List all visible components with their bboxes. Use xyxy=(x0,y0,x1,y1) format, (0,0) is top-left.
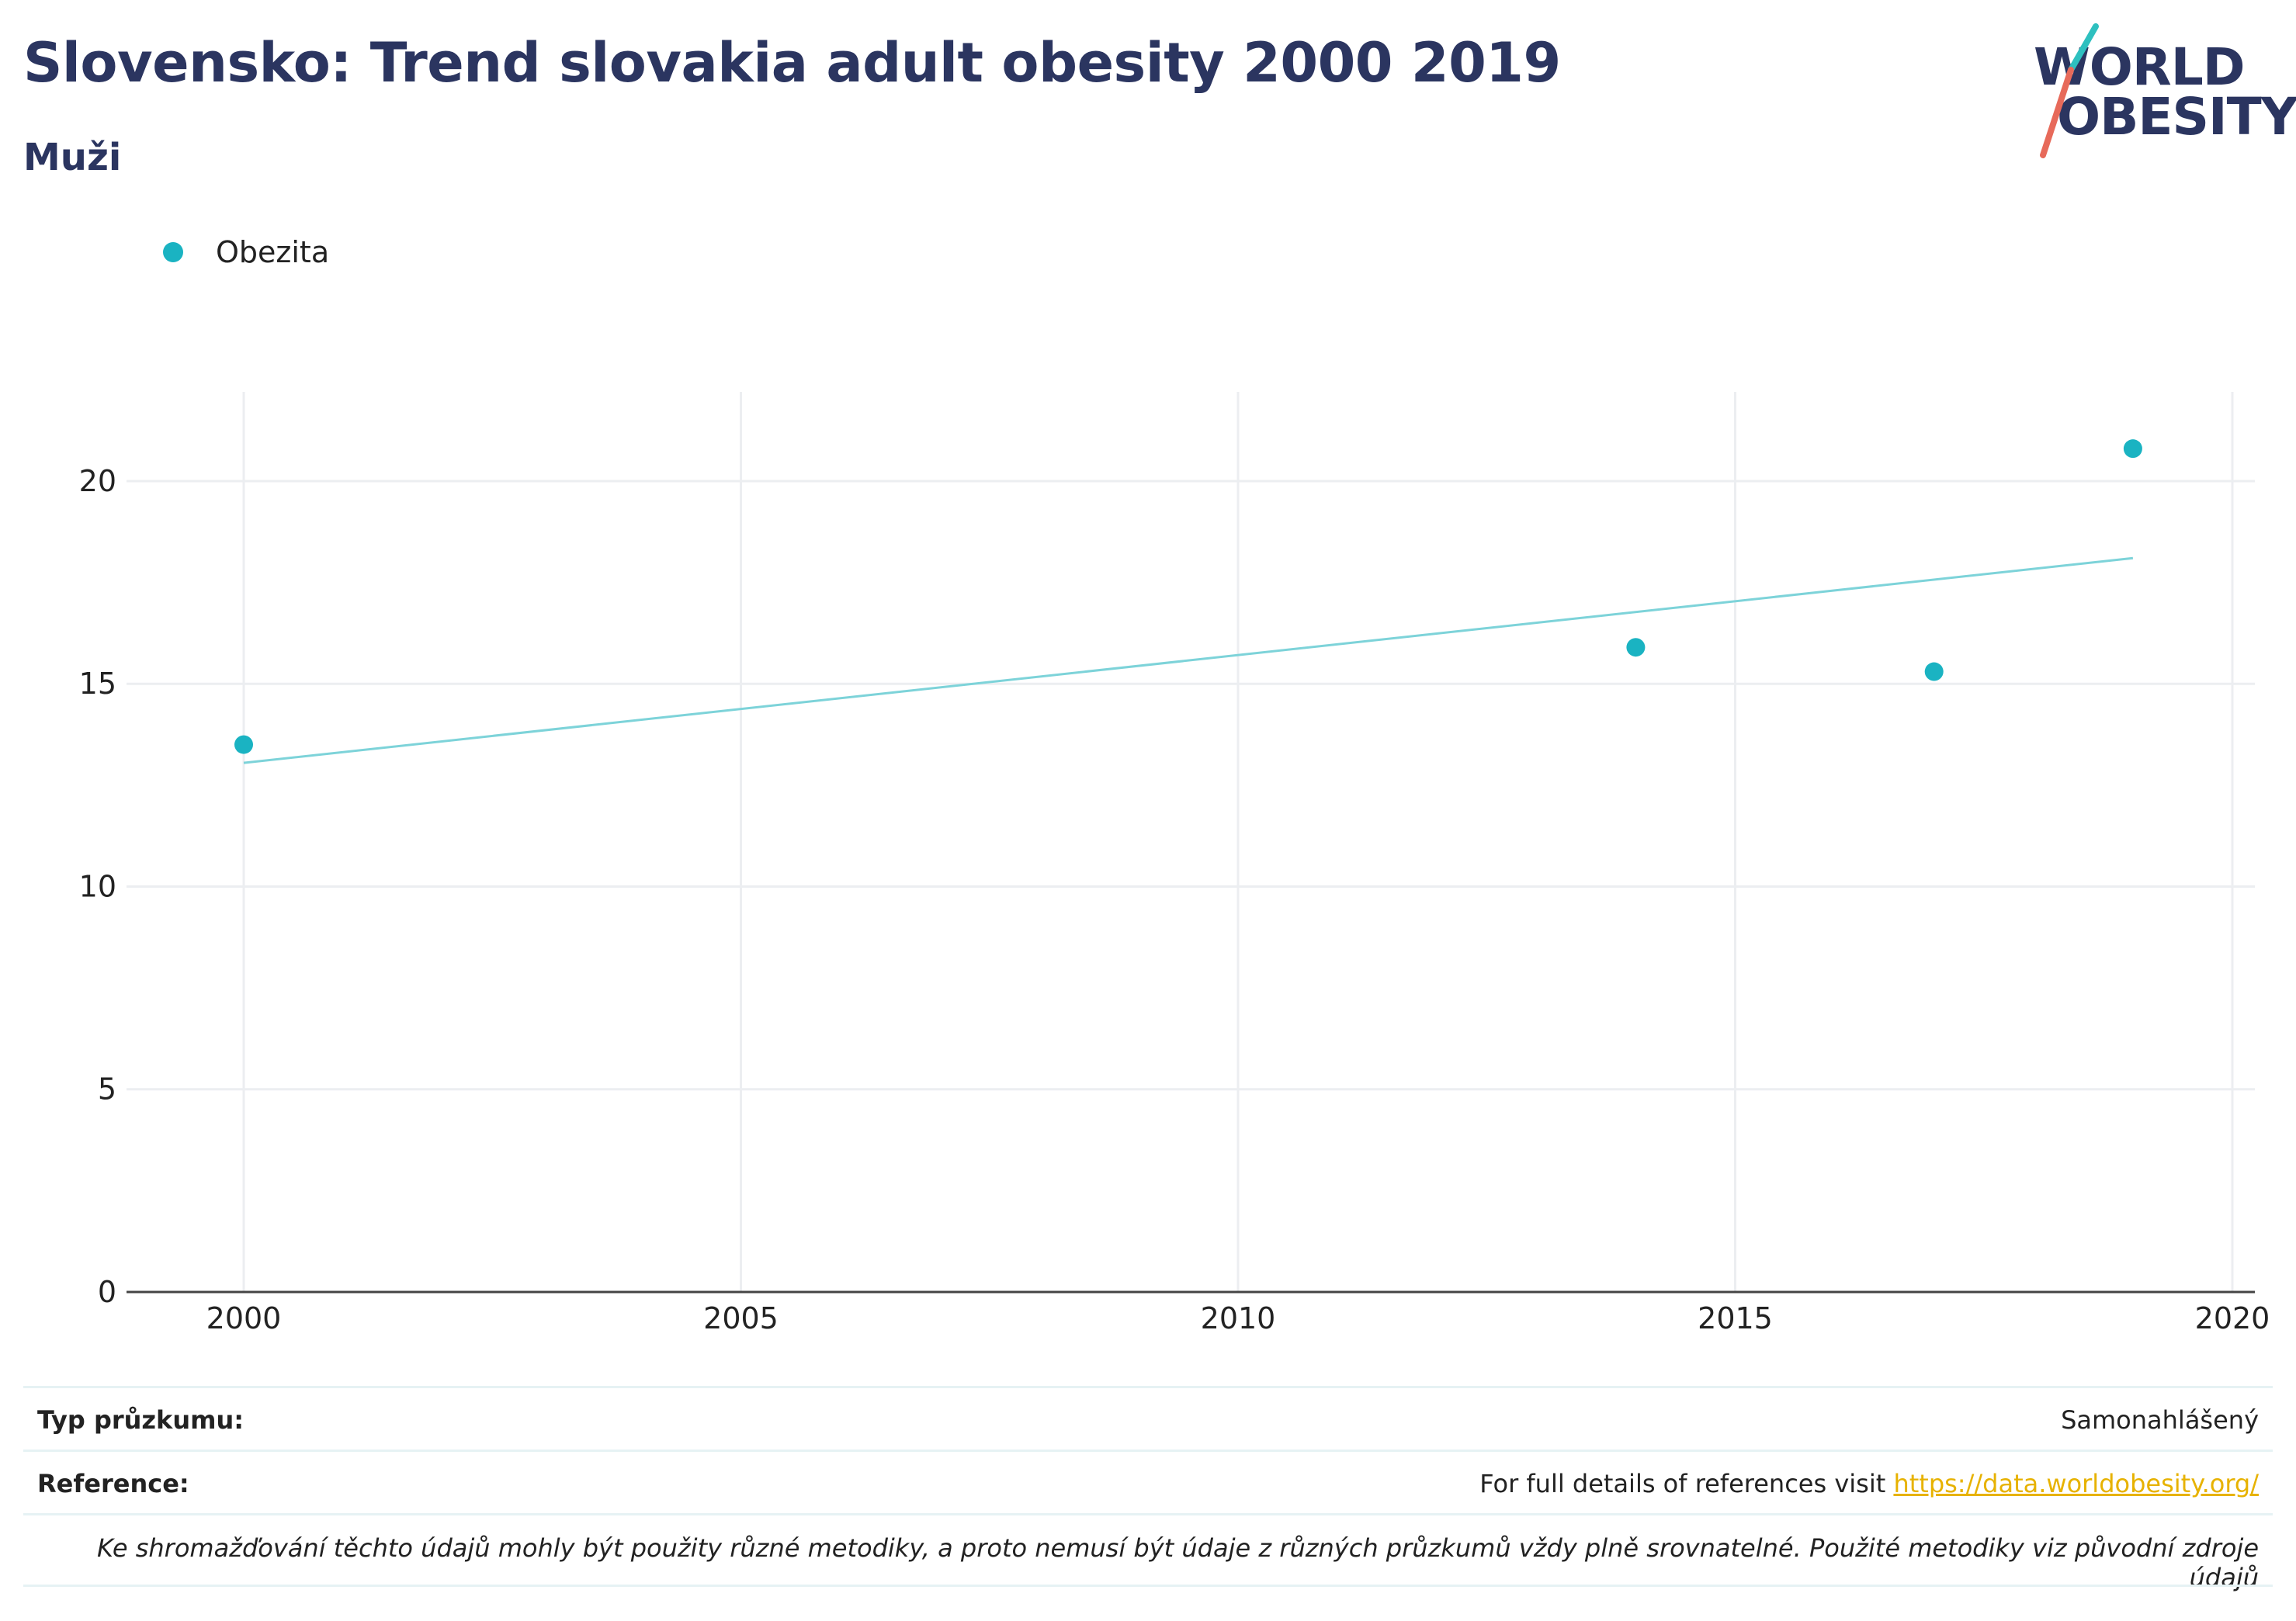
reference-value: For full details of references visit htt… xyxy=(1479,1469,2273,1498)
reference-link[interactable]: https://data.worldobesity.org/ xyxy=(1893,1469,2259,1498)
grid-lines xyxy=(127,392,2255,1292)
x-tick-label-2000: 2000 xyxy=(206,1301,282,1335)
chart-subtitle: Muži xyxy=(23,136,122,179)
survey-type-value: Samonahlášený xyxy=(2061,1405,2259,1435)
logo-word-obesity: OBESITY xyxy=(2057,87,2296,147)
x-tick-label-2005: 2005 xyxy=(703,1301,779,1335)
reference-row: Reference: For full details of reference… xyxy=(23,1450,2273,1515)
survey-type-label: Typ průzkumu: xyxy=(37,1405,245,1435)
points-layer xyxy=(234,439,2142,754)
data-point-2019 xyxy=(2123,439,2142,459)
reference-label: Reference: xyxy=(37,1469,189,1498)
legend-label-obezita: Obezita xyxy=(216,235,330,269)
world-obesity-logo[interactable]: WORLD OBESITY xyxy=(2026,23,2296,163)
table-bottom-border xyxy=(23,1585,2273,1587)
y-tick-label-0: 0 xyxy=(98,1275,116,1309)
data-point-2000 xyxy=(234,735,253,754)
y-tick-label-20: 20 xyxy=(79,464,116,498)
x-tick-label-2010: 2010 xyxy=(1201,1301,1276,1335)
scatter-chart: 2000 2005 2010 2015 2020 0 5 10 15 20 xyxy=(79,392,2270,1335)
y-tick-label-5: 5 xyxy=(98,1072,116,1107)
data-point-2017 xyxy=(1924,662,1944,681)
x-tick-label-2020: 2020 xyxy=(2195,1301,2270,1335)
methodology-note: Ke shromažďování těchto údajů mohly být … xyxy=(97,1533,2259,1592)
trendline-layer xyxy=(243,556,2134,764)
data-point-2014 xyxy=(1626,638,1646,657)
survey-type-row: Typ průzkumu: Samonahlášený xyxy=(23,1386,2273,1452)
table-divider xyxy=(23,1513,2273,1515)
y-tick-label-10: 10 xyxy=(79,869,116,903)
trendline xyxy=(243,556,2134,764)
logo-slash-icon xyxy=(2040,23,2099,158)
y-tick-label-15: 15 xyxy=(79,667,116,701)
chart-title: Slovensko: Trend slovakia adult obesity … xyxy=(23,31,1561,95)
tick-labels: 2000 2005 2010 2015 2020 0 5 10 15 20 xyxy=(79,464,2270,1335)
reference-text: For full details of references visit xyxy=(1479,1469,1894,1498)
legend-marker-obezita xyxy=(163,242,183,262)
x-tick-label-2015: 2015 xyxy=(1698,1301,1773,1335)
chart-legend[interactable]: Obezita xyxy=(163,233,329,272)
